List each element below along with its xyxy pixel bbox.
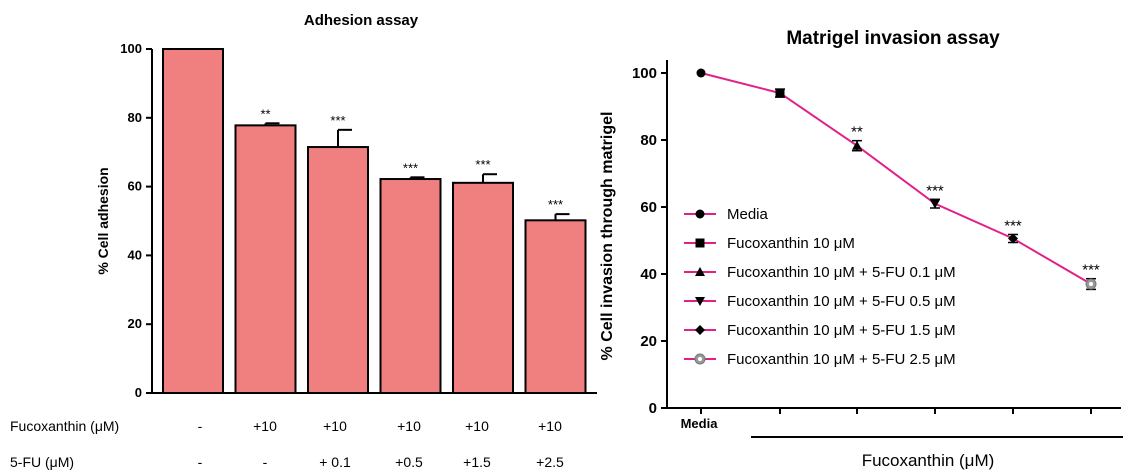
invasion-point [1008,233,1018,244]
adhesion-significance: *** [403,160,418,175]
adhesion-title: Adhesion assay [304,12,419,29]
legend-marker [695,297,705,306]
treatment-row-label: Fucoxanthin (μM) [10,418,119,434]
legend-entry: Fucoxanthin 10 μM + 5-FU 0.1 μM [727,264,956,281]
legend-marker [695,209,705,219]
treatment-cell: - [198,418,203,434]
adhesion-ytick-label: 60 [128,179,142,194]
adhesion-ytick-label: 80 [128,110,142,125]
treatment-cell: +0.5 [395,454,423,470]
treatment-cell: + 0.1 [319,454,351,470]
invasion-point [696,68,706,78]
adhesion-ylabel: % Cell adhesion [95,167,111,274]
legend-entry: Fucoxanthin 10 μM + 5-FU 2.5 μM [727,351,956,368]
invasion-point-center [1089,282,1093,287]
adhesion-bar [162,48,224,394]
treatment-cell: +10 [538,418,562,434]
invasion-ytick-label: 20 [640,333,657,350]
invasion-point [852,140,862,150]
invasion-ytick-label: 60 [640,199,657,216]
legend-entry: Media [727,206,769,223]
adhesion-bar [524,219,587,394]
legend-marker-center [698,357,702,361]
legend-entry: Fucoxanthin 10 μM + 5-FU 0.5 μM [727,293,956,310]
treatment-cell: +10 [465,418,489,434]
legend-marker [695,267,705,276]
adhesion-bar [452,181,514,394]
invasion-line [700,72,1092,285]
invasion-chart: Matrigel invasion assay % Cell invasion … [599,28,1123,470]
treatment-cell: - [198,454,203,470]
adhesion-significance: *** [475,157,490,172]
adhesion-chart: Adhesion assay % Cell adhesion 0 20 40 60 80… [10,12,597,470]
invasion-point [775,88,785,98]
adhesion-bar [379,178,442,394]
adhesion-ytick-label: 20 [128,316,142,331]
adhesion-ytick-label: 40 [128,247,142,262]
invasion-significance: *** [1004,217,1022,234]
adhesion-bar [307,146,369,394]
legend-entry: Fucoxanthin 10 μM + 5-FU 1.5 μM [727,322,956,339]
treatment-row-label: 5-FU (μM) [10,454,74,470]
adhesion-ytick-label: 100 [120,41,142,56]
invasion-significance: *** [1082,262,1100,279]
adhesion-significance: *** [330,113,345,128]
adhesion-bar [234,124,297,394]
adhesion-ytick-label: 0 [135,385,142,400]
invasion-media-label: Media [681,416,719,431]
treatment-cell: +1.5 [463,454,491,470]
invasion-ylabel: % Cell invasion through matrigel [599,112,616,361]
invasion-ytick-label: 0 [649,400,657,417]
invasion-ytick-label: 40 [640,266,657,283]
adhesion-significance: *** [548,197,563,212]
treatment-cell: +10 [323,418,347,434]
invasion-ytick-label: 100 [632,65,657,82]
invasion-xlabel: Fucoxanthin (μM) [862,451,995,470]
invasion-ytick-label: 80 [640,132,657,149]
invasion-title: Matrigel invasion assay [786,28,1000,49]
invasion-significance: *** [926,182,944,199]
legend-marker [695,325,705,335]
treatment-cell: +2.5 [536,454,564,470]
treatment-cell: +10 [397,418,421,434]
treatment-cell: - [263,454,268,470]
invasion-point [930,199,940,209]
adhesion-significance: ** [260,106,270,121]
treatment-cell: +10 [253,418,277,434]
legend-marker [695,238,705,248]
legend-entry: Fucoxanthin 10 μM [727,235,855,252]
invasion-significance: ** [851,124,863,141]
